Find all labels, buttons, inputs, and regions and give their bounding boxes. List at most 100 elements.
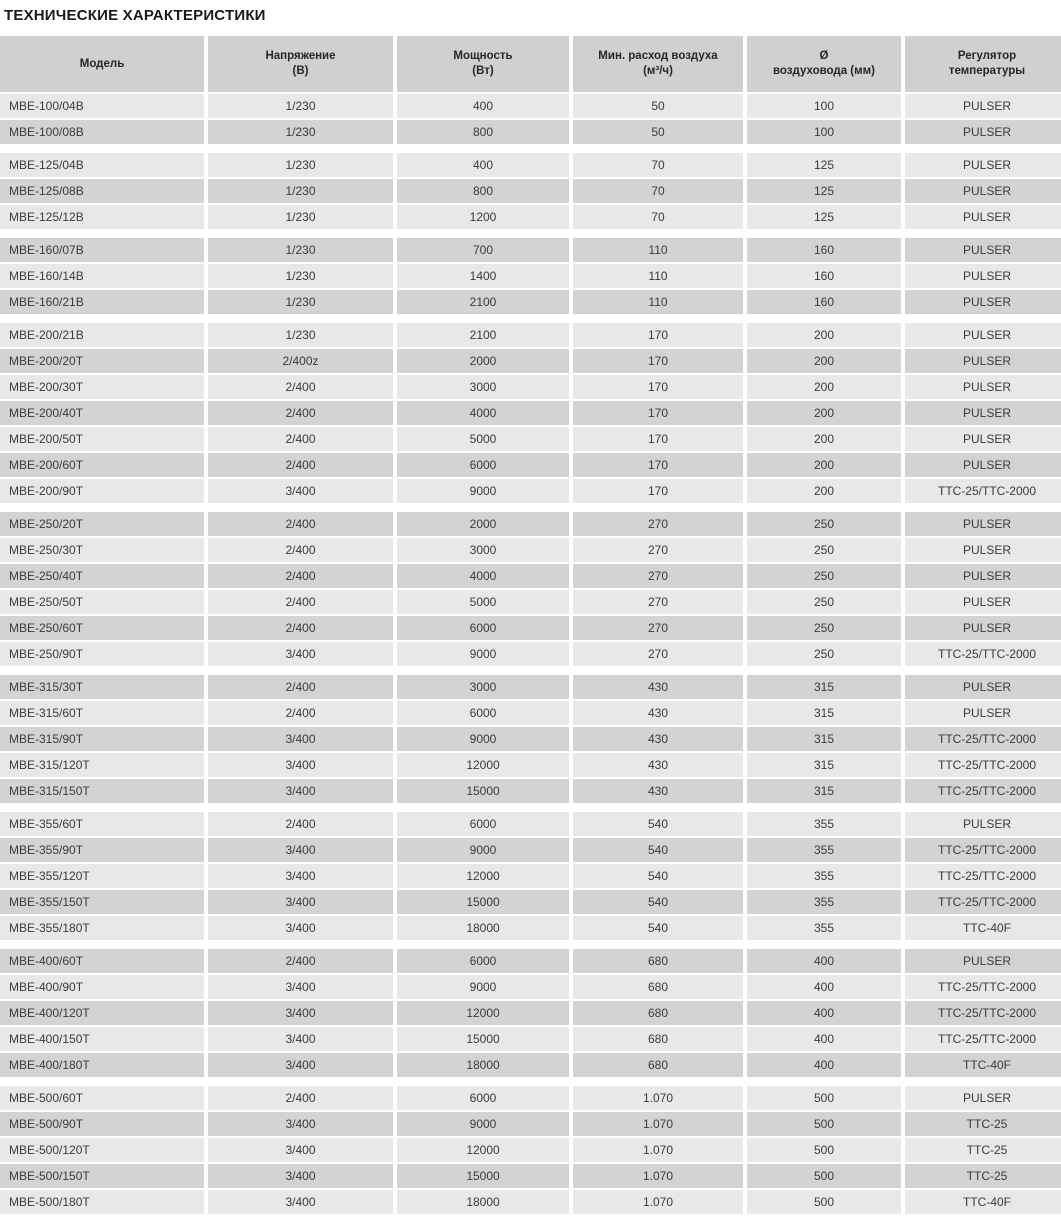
group-separator-cell — [0, 668, 1061, 673]
cell-reg: PULSER — [905, 94, 1061, 118]
table-row[interactable]: MBE-160/07B 1/230 700 110 160 PULSER — [0, 238, 1061, 262]
table-row[interactable]: MBE-160/14B 1/230 1400 110 160 PULSER — [0, 264, 1061, 288]
table-row[interactable]: MBE-200/20T 2/400z 2000 170 200 PULSER — [0, 349, 1061, 373]
column-header-voltage-line2: (В) — [292, 65, 309, 77]
table-row[interactable]: MBE-100/04B 1/230 400 50 100 PULSER — [0, 94, 1061, 118]
cell-reg: PULSER — [905, 205, 1061, 229]
table-row[interactable]: MBE-500/90T 3/400 9000 1.070 500 TTC-25 — [0, 1112, 1061, 1136]
table-row[interactable]: MBE-355/180T 3/400 18000 540 355 TTC-40F — [0, 916, 1061, 940]
cell-flow: 270 — [573, 590, 743, 614]
cell-model: MBE-315/120T — [0, 753, 204, 777]
cell-model: MBE-355/150T — [0, 890, 204, 914]
table-row[interactable]: MBE-125/04B 1/230 400 70 125 PULSER — [0, 153, 1061, 177]
table-row[interactable]: MBE-400/90T 3/400 9000 680 400 TTC-25/TTC-200… — [0, 975, 1061, 999]
cell-flow: 680 — [573, 1027, 743, 1051]
cell-voltage: 3/400 — [208, 642, 393, 666]
table-row[interactable]: MBE-500/150T 3/400 15000 1.070 500 TTC-25 — [0, 1164, 1061, 1188]
table-row[interactable]: MBE-250/20T 2/400 2000 270 250 PULSER — [0, 512, 1061, 536]
cell-power: 400 — [397, 153, 569, 177]
cell-power: 9000 — [397, 975, 569, 999]
cell-power: 9000 — [397, 479, 569, 503]
table-row[interactable]: MBE-355/90T 3/400 9000 540 355 TTC-25/TTC-200… — [0, 838, 1061, 862]
table-row[interactable]: MBE-250/90T 3/400 9000 270 250 TTC-25/TTC-200… — [0, 642, 1061, 666]
table-row[interactable]: MBE-250/60T 2/400 6000 270 250 PULSER — [0, 616, 1061, 640]
cell-flow: 270 — [573, 616, 743, 640]
table-row[interactable]: MBE-100/08B 1/230 800 50 100 PULSER — [0, 120, 1061, 144]
table-row[interactable]: MBE-160/21B 1/230 2100 110 160 PULSER — [0, 290, 1061, 314]
table-row[interactable]: MBE-250/40T 2/400 4000 270 250 PULSER — [0, 564, 1061, 588]
cell-power: 5000 — [397, 590, 569, 614]
cell-power: 9000 — [397, 1112, 569, 1136]
table-row[interactable]: MBE-315/90T 3/400 9000 430 315 TTC-25/TTC-200… — [0, 727, 1061, 751]
table-row[interactable]: MBE-355/120T 3/400 12000 540 355 TTC-25/TTC-2… — [0, 864, 1061, 888]
cell-voltage: 3/400 — [208, 975, 393, 999]
table-row[interactable]: MBE-200/50T 2/400 5000 170 200 PULSER — [0, 427, 1061, 451]
cell-flow: 1.070 — [573, 1164, 743, 1188]
cell-reg: PULSER — [905, 616, 1061, 640]
cell-reg: TTC-40F — [905, 1190, 1061, 1214]
table-row[interactable]: MBE-500/120T 3/400 12000 1.070 500 TTC-25 — [0, 1138, 1061, 1162]
cell-power: 6000 — [397, 701, 569, 725]
cell-power: 700 — [397, 238, 569, 262]
cell-flow: 430 — [573, 675, 743, 699]
cell-model: MBE-200/40T — [0, 401, 204, 425]
table-header: Модель Напряжение (В) Мощность (Вт) Мин.… — [0, 36, 1061, 92]
cell-power: 9000 — [397, 642, 569, 666]
cell-model: MBE-200/30T — [0, 375, 204, 399]
table-row[interactable]: MBE-200/30T 2/400 3000 170 200 PULSER — [0, 375, 1061, 399]
table-row[interactable]: MBE-500/180T 3/400 18000 1.070 500 TTC-40F — [0, 1190, 1061, 1214]
table-row[interactable]: MBE-400/180T 3/400 18000 680 400 TTC-40F — [0, 1053, 1061, 1077]
cell-power: 5000 — [397, 427, 569, 451]
table-row[interactable]: MBE-500/60T 2/400 6000 1.070 500 PULSER — [0, 1086, 1061, 1110]
cell-power: 400 — [397, 94, 569, 118]
group-separator — [0, 805, 1061, 810]
table-row[interactable]: MBE-355/60T 2/400 6000 540 355 PULSER — [0, 812, 1061, 836]
table-row[interactable]: MBE-125/12B 1/230 1200 70 125 PULSER — [0, 205, 1061, 229]
column-header-duct-diameter: Ø воздуховода (мм) — [747, 36, 901, 92]
table-row[interactable]: MBE-200/21B 1/230 2100 170 200 PULSER — [0, 323, 1061, 347]
table-row[interactable]: MBE-200/40T 2/400 4000 170 200 PULSER — [0, 401, 1061, 425]
group-separator — [0, 942, 1061, 947]
table-row[interactable]: MBE-315/30T 2/400 3000 430 315 PULSER — [0, 675, 1061, 699]
cell-reg: TTC-25 — [905, 1164, 1061, 1188]
table-row[interactable]: MBE-355/150T 3/400 15000 540 355 TTC-25/TTC-2… — [0, 890, 1061, 914]
cell-power: 12000 — [397, 753, 569, 777]
table-row[interactable]: MBE-125/08B 1/230 800 70 125 PULSER — [0, 179, 1061, 203]
cell-voltage: 3/400 — [208, 479, 393, 503]
cell-power: 15000 — [397, 1164, 569, 1188]
table-row[interactable]: MBE-400/150T 3/400 15000 680 400 TTC-25/TTC-2… — [0, 1027, 1061, 1051]
cell-voltage: 3/400 — [208, 753, 393, 777]
cell-reg: PULSER — [905, 264, 1061, 288]
cell-reg: PULSER — [905, 590, 1061, 614]
column-header-model: Модель — [0, 36, 204, 92]
cell-model: MBE-400/180T — [0, 1053, 204, 1077]
cell-flow: 680 — [573, 949, 743, 973]
table-row[interactable]: MBE-250/50T 2/400 5000 270 250 PULSER — [0, 590, 1061, 614]
group-separator — [0, 505, 1061, 510]
cell-reg: TTC-40F — [905, 1053, 1061, 1077]
cell-voltage: 1/230 — [208, 323, 393, 347]
cell-voltage: 1/230 — [208, 238, 393, 262]
cell-power: 2100 — [397, 323, 569, 347]
column-header-temperature-regulator-line2: температуры — [948, 65, 1026, 77]
cell-model: MBE-315/60T — [0, 701, 204, 725]
cell-duct: 355 — [747, 812, 901, 836]
table-row[interactable]: MBE-400/120T 3/400 12000 680 400 TTC-25/TTC-2… — [0, 1001, 1061, 1025]
table-row[interactable]: MBE-200/90T 3/400 9000 170 200 TTC-25/TTC-200… — [0, 479, 1061, 503]
cell-model: MBE-250/30T — [0, 538, 204, 562]
cell-duct: 315 — [747, 753, 901, 777]
table-row[interactable]: MBE-400/60T 2/400 6000 680 400 PULSER — [0, 949, 1061, 973]
technical-specifications-table: Модель Напряжение (В) Мощность (Вт) Мин.… — [0, 34, 1061, 1216]
table-row[interactable]: MBE-200/60T 2/400 6000 170 200 PULSER — [0, 453, 1061, 477]
cell-duct: 355 — [747, 864, 901, 888]
cell-model: MBE-160/14B — [0, 264, 204, 288]
table-row[interactable]: MBE-315/120T 3/400 12000 430 315 TTC-25/TTC-2… — [0, 753, 1061, 777]
cell-reg: TTC-25/TTC-2000 — [905, 1001, 1061, 1025]
cell-flow: 430 — [573, 779, 743, 803]
cell-duct: 125 — [747, 205, 901, 229]
cell-flow: 270 — [573, 642, 743, 666]
cell-voltage: 2/400 — [208, 538, 393, 562]
table-row[interactable]: MBE-315/150T 3/400 15000 430 315 TTC-25/TTC-2… — [0, 779, 1061, 803]
table-row[interactable]: MBE-315/60T 2/400 6000 430 315 PULSER — [0, 701, 1061, 725]
table-row[interactable]: MBE-250/30T 2/400 3000 270 250 PULSER — [0, 538, 1061, 562]
